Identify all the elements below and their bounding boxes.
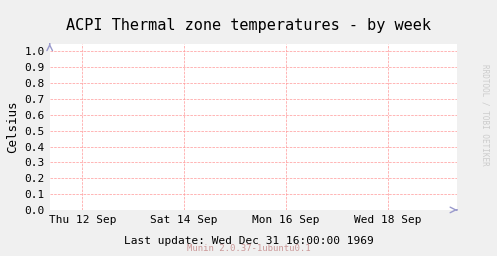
Text: Munin 2.0.37-1ubuntu0.1: Munin 2.0.37-1ubuntu0.1 xyxy=(187,244,310,253)
Y-axis label: Celsius: Celsius xyxy=(6,100,19,153)
Text: RRDTOOL / TOBI OETIKER: RRDTOOL / TOBI OETIKER xyxy=(481,64,490,166)
Text: ACPI Thermal zone temperatures - by week: ACPI Thermal zone temperatures - by week xyxy=(66,18,431,33)
Text: Last update: Wed Dec 31 16:00:00 1969: Last update: Wed Dec 31 16:00:00 1969 xyxy=(124,236,373,246)
